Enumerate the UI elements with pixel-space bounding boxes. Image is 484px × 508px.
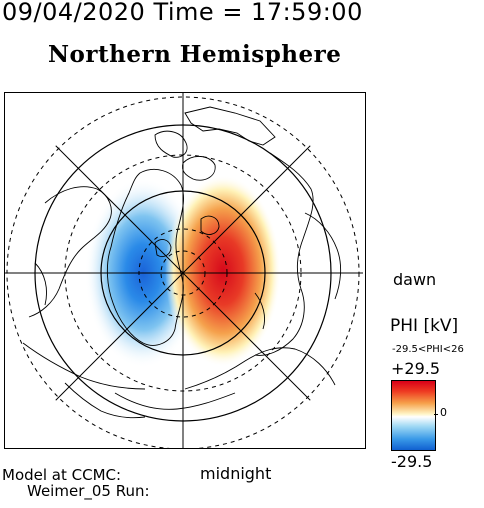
meridian-lines	[5, 93, 363, 448]
midnight-label: midnight	[200, 464, 272, 483]
polar-map-frame	[4, 92, 366, 449]
dawn-label: dawn	[393, 270, 437, 289]
colorbar-range: -29.5<PHI<26	[392, 344, 464, 355]
polar-map	[5, 93, 363, 448]
hemisphere-title: Northern Hemisphere	[48, 41, 342, 68]
latitude-circles	[6, 96, 360, 448]
datetime-title: 09/04/2020 Time = 17:59:00	[2, 0, 363, 26]
run-label: Weimer_05 Run:	[27, 482, 150, 500]
colorbar	[391, 380, 436, 451]
colorbar-max-label: +29.5	[391, 359, 441, 378]
colorbar-zero-tick	[434, 414, 438, 415]
colorbar-min-label: -29.5	[391, 452, 433, 471]
colorbar-title: PHI [kV]	[390, 316, 459, 336]
positive-potential-cell	[165, 175, 281, 367]
colorbar-zero-label: 0	[440, 406, 447, 419]
model-label: Model at CCMC:	[2, 466, 122, 484]
